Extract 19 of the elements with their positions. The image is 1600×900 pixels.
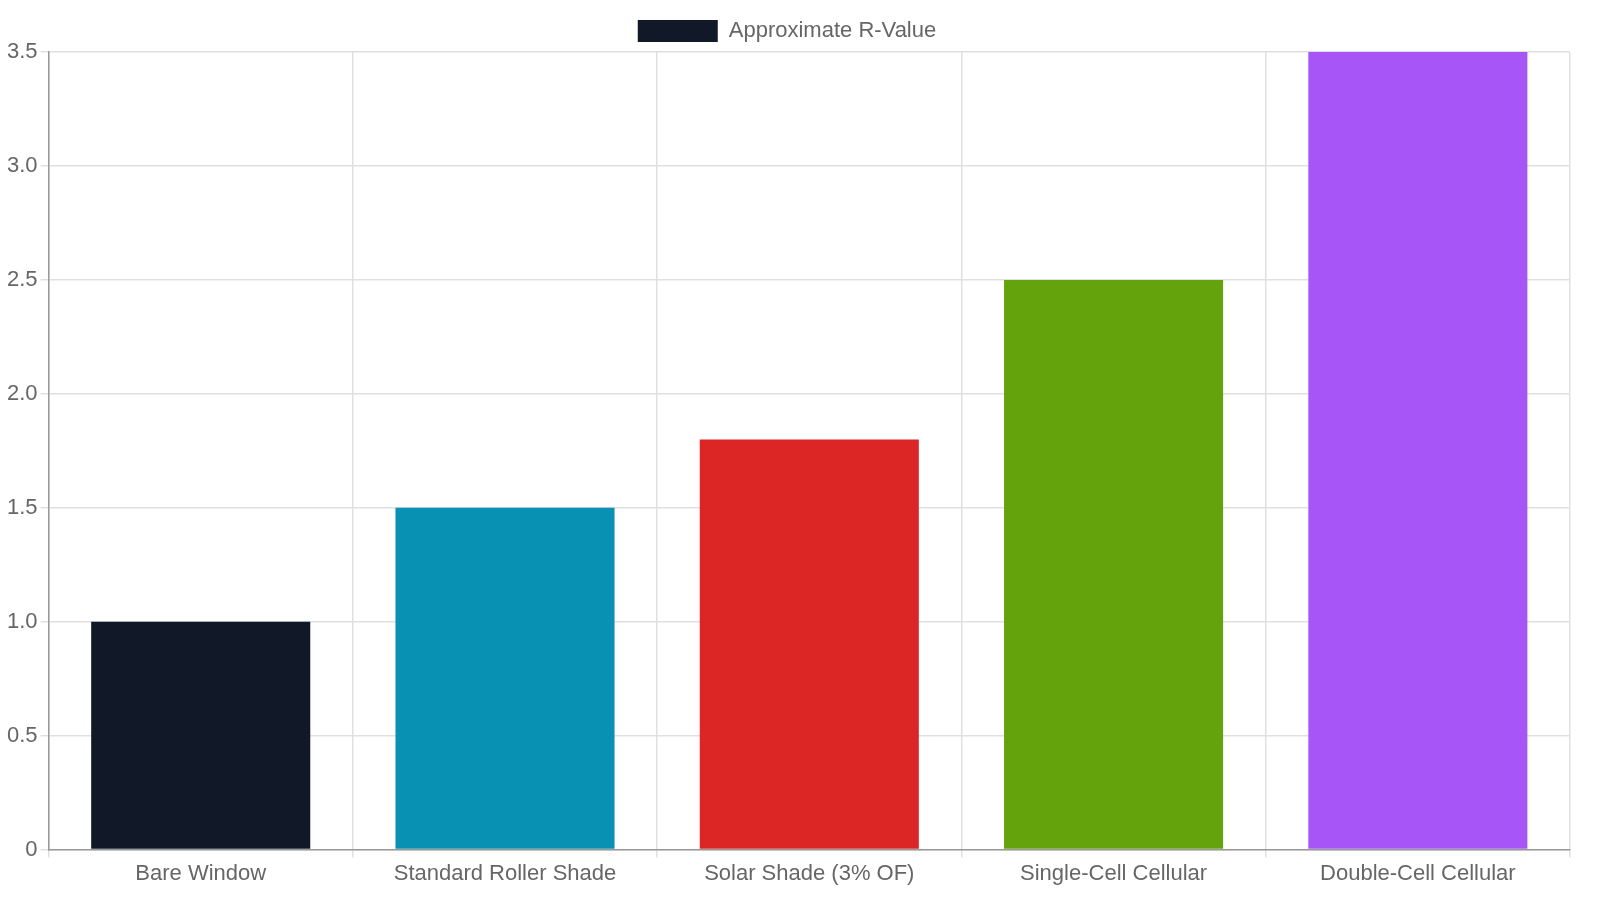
y-tick-label: 0	[25, 835, 38, 861]
legend-label: Approximate R-Value	[728, 17, 937, 43]
y-tick-label: 2.0	[6, 379, 38, 405]
x-tick-label: Standard Roller Shade	[393, 859, 617, 885]
y-tick-label: 2.5	[6, 265, 38, 291]
x-tick-label: Single-Cell Cellular	[1020, 859, 1208, 885]
y-tick-label: 1.5	[6, 493, 38, 519]
bar	[1004, 279, 1224, 849]
x-tick-label: Bare Window	[135, 859, 267, 885]
y-tick-label: 3.5	[6, 38, 38, 64]
y-tick-label: 0.5	[6, 721, 38, 747]
bar	[1308, 52, 1528, 849]
x-tick-label: Solar Shade (3% OF)	[704, 859, 915, 885]
x-tick-label: Double-Cell Cellular	[1320, 859, 1516, 885]
bar	[699, 439, 919, 849]
y-tick-label: 1.0	[6, 607, 38, 633]
bar	[91, 621, 311, 849]
y-tick-label: 3.0	[6, 152, 38, 178]
bar	[395, 507, 615, 849]
